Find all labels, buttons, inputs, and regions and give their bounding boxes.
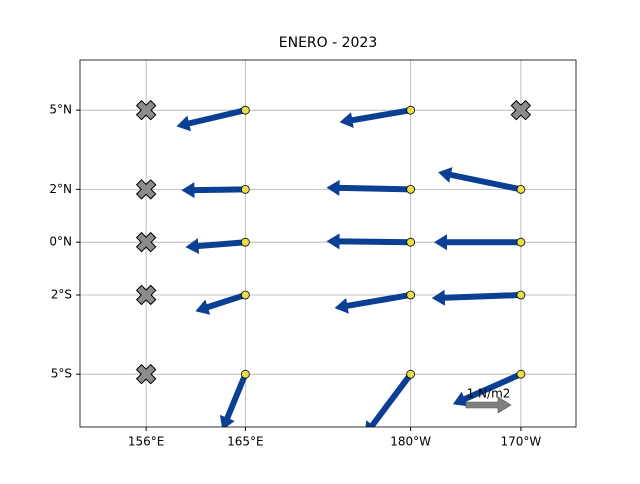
x-tick-label: 156°E: [128, 435, 165, 449]
point: [240, 105, 250, 115]
point: [406, 369, 416, 379]
y-tick-label: 5°S: [51, 367, 72, 381]
point: [406, 105, 416, 115]
arrow: [431, 289, 521, 306]
arrow: [219, 373, 249, 427]
arrow: [438, 167, 522, 193]
arrow: [176, 107, 246, 132]
point: [516, 369, 526, 379]
arrow: [326, 179, 411, 196]
missing-marker: [135, 179, 157, 200]
arrow: [185, 238, 246, 254]
point: [406, 237, 416, 247]
axes-frame: [79, 59, 577, 428]
y-tick-label: 0°N: [49, 235, 72, 249]
chart-title: ENERO - 2023: [279, 35, 378, 51]
point: [516, 237, 526, 247]
arrow: [365, 372, 414, 427]
point: [516, 184, 526, 194]
point: [516, 290, 526, 300]
arrow: [452, 371, 523, 407]
x-tick-label: 165°E: [227, 435, 264, 449]
point: [406, 184, 416, 194]
point: [240, 369, 250, 379]
key-label: 1 N/m2: [467, 387, 511, 401]
missing-marker: [135, 99, 157, 121]
arrow: [181, 182, 246, 199]
y-tick-label: 2°S: [51, 287, 72, 301]
point: [240, 184, 250, 194]
point: [240, 237, 250, 247]
missing-marker: [135, 284, 157, 306]
x-tick-label: 180°W: [390, 435, 431, 449]
key-arrow: [465, 396, 512, 414]
arrow: [195, 292, 247, 315]
arrow: [434, 234, 521, 251]
plot-area: [80, 60, 576, 427]
x-tick-label: 170°W: [500, 435, 541, 449]
missing-marker: [510, 99, 532, 121]
arrow: [334, 292, 412, 314]
point: [240, 290, 250, 300]
arrow: [339, 107, 412, 128]
arrow: [326, 233, 411, 250]
y-tick-label: 2°N: [49, 182, 72, 196]
y-tick-label: 5°N: [49, 103, 72, 117]
missing-marker: [135, 231, 157, 253]
missing-marker: [135, 363, 157, 385]
point: [406, 290, 416, 300]
